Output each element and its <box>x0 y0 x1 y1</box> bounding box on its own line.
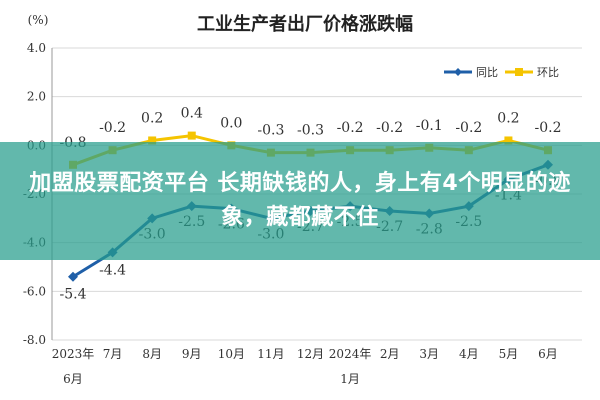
data-label-mom: -0.3 <box>297 123 324 139</box>
x-tick-label-line2: 6月 <box>63 372 83 386</box>
banner-text: 加盟股票配资平台 长期缺钱的人，身上有4个明显的迹象，藏都藏不住 <box>29 171 571 230</box>
data-point-mom <box>504 136 513 145</box>
legend: 同比 环比 <box>444 66 559 79</box>
data-label-yoy: -4.4 <box>99 262 126 278</box>
legend-label-mom: 环比 <box>537 66 559 79</box>
data-label-mom: -0.2 <box>535 120 562 136</box>
x-tick-label: 2023年 <box>52 347 95 361</box>
data-label-mom: -0.2 <box>337 120 364 136</box>
legend-marker-mom <box>515 68 523 76</box>
data-label-mom: -0.3 <box>257 123 284 139</box>
x-tick-label-line2: 1月 <box>340 372 360 386</box>
overlay-banner: 加盟股票配资平台 长期缺钱的人，身上有4个明显的迹象，藏都藏不住 <box>0 142 600 260</box>
x-axis-ticks: 2023年 6月 7月 8月 9月 10月 11月 12月 2024年 1月 2月 3月 4月 5月 6月 <box>52 347 558 386</box>
data-label-mom: 0.2 <box>497 110 519 126</box>
data-label-mom: 0.4 <box>181 106 203 122</box>
data-label-mom: -0.1 <box>416 118 443 134</box>
y-axis-unit: (%) <box>28 13 49 27</box>
x-tick-label: 4月 <box>459 347 479 361</box>
x-tick-label: 2024年 <box>329 347 372 361</box>
x-tick-label: 6月 <box>538 347 558 361</box>
data-label-mom: 0.2 <box>141 110 163 126</box>
x-tick-label: 3月 <box>419 347 439 361</box>
x-tick-label: 5月 <box>499 347 519 361</box>
y-tick-label: -6.0 <box>23 284 46 298</box>
x-tick-label: 7月 <box>103 347 123 361</box>
x-tick-label: 10月 <box>218 347 245 361</box>
legend-marker-yoy <box>454 68 462 76</box>
data-label-mom: -0.2 <box>455 120 482 136</box>
data-point-mom <box>187 131 196 140</box>
data-label-mom: -0.2 <box>99 120 126 136</box>
x-tick-label: 11月 <box>257 347 284 361</box>
y-tick-label: 4.0 <box>27 41 46 55</box>
data-point-mom <box>148 136 157 145</box>
y-tick-label: -8.0 <box>23 333 46 347</box>
x-tick-label: 8月 <box>142 347 162 361</box>
legend-label-yoy: 同比 <box>476 66 498 79</box>
data-label-mom: -0.2 <box>376 120 403 136</box>
x-tick-label: 2月 <box>380 347 400 361</box>
data-point-yoy <box>68 271 78 282</box>
data-label-yoy: -5.4 <box>60 287 87 303</box>
data-label-mom: 0.0 <box>220 115 242 131</box>
x-tick-label: 9月 <box>182 347 202 361</box>
x-tick-label: 12月 <box>297 347 324 361</box>
chart-title: 工业生产者出厂价格涨跌幅 <box>197 13 413 35</box>
y-tick-label: 2.0 <box>27 90 46 104</box>
